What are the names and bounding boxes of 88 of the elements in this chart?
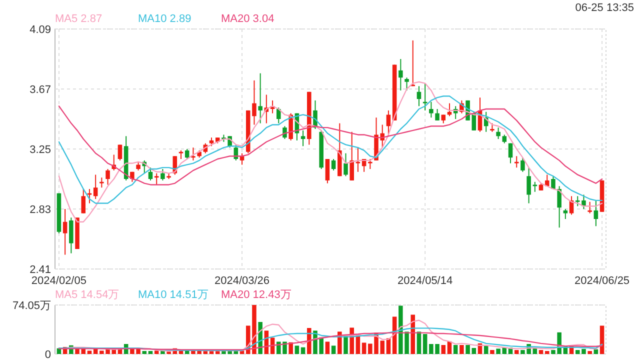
- y-tick-label: 4.09: [30, 24, 51, 36]
- candlestick: [368, 158, 372, 170]
- candlestick: [416, 86, 422, 107]
- bar: [600, 326, 604, 354]
- candlestick: [514, 156, 519, 168]
- bar: [453, 345, 458, 354]
- candlestick: [422, 82, 428, 111]
- bar: [142, 351, 147, 354]
- bar: [288, 342, 293, 354]
- y-tick-label: 3.25: [30, 144, 51, 156]
- text: MA20 3.04: [221, 13, 274, 25]
- bar: [441, 345, 446, 354]
- candlestick: [532, 181, 538, 192]
- bar: [460, 345, 464, 354]
- bar: [362, 342, 366, 354]
- text: MA10 2.89: [138, 13, 192, 25]
- bar: [544, 351, 550, 354]
- candlestick: [588, 201, 592, 214]
- bar: [422, 334, 428, 354]
- candlestick: [282, 126, 287, 140]
- candlestick: [557, 186, 562, 228]
- bar: [466, 345, 470, 354]
- bar: [148, 351, 153, 354]
- candlestick: [148, 167, 153, 181]
- candlestick: [435, 108, 440, 121]
- bar: [154, 350, 159, 354]
- text: MA5 14.54万: [55, 289, 120, 301]
- text: MA10 14.51万: [138, 289, 208, 301]
- candlestick: [93, 174, 98, 200]
- candlestick: [350, 131, 354, 181]
- bar: [300, 347, 306, 354]
- y-tick-label: 0: [44, 348, 51, 360]
- candlestick: [331, 158, 336, 171]
- candlestick: [520, 157, 525, 172]
- candlestick: [154, 172, 159, 186]
- candlestick: [160, 168, 165, 181]
- bar: [87, 350, 92, 354]
- line-series: [58, 81, 603, 222]
- x-tick-label: 2024/03/26: [214, 275, 270, 287]
- candlestick: [118, 144, 122, 161]
- candlestick: [508, 142, 513, 164]
- bar: [588, 351, 592, 354]
- candlestick: [191, 147, 196, 161]
- bar: [325, 342, 330, 354]
- candlestick: [496, 127, 500, 140]
- bar: [538, 350, 544, 354]
- candlestick: [404, 77, 409, 91]
- line-series: [58, 332, 603, 350]
- candlestick: [526, 167, 531, 204]
- candlestick: [344, 152, 348, 177]
- bar: [307, 328, 312, 354]
- line-series: [58, 106, 603, 186]
- bar: [331, 346, 336, 354]
- candlestick: [184, 148, 190, 160]
- y-tick-label: 2.41: [30, 264, 51, 276]
- bar: [490, 350, 494, 354]
- candlestick: [563, 208, 568, 220]
- candlestick: [356, 147, 360, 172]
- line-series: [58, 96, 603, 204]
- bar: [472, 348, 476, 354]
- candlestick: [325, 158, 330, 184]
- candlestick: [300, 130, 306, 147]
- candlestick: [594, 200, 598, 227]
- bar: [294, 346, 300, 354]
- y-tick-label: 3.67: [30, 84, 51, 96]
- bar: [594, 349, 598, 354]
- candlestick: [62, 208, 68, 256]
- x-tick-label: 2024/05/14: [398, 275, 453, 287]
- y-tick-label: 2.83: [30, 204, 51, 216]
- text: 06-25 13:35: [575, 2, 634, 14]
- bar: [484, 346, 488, 354]
- candlestick: [81, 188, 86, 214]
- text: MA5 2.87: [55, 13, 102, 25]
- x-tick-label: 2024/02/05: [31, 275, 86, 287]
- y-tick-label: 74.05万: [12, 300, 51, 312]
- bar: [514, 350, 519, 354]
- candlestick: [429, 101, 434, 118]
- x-tick-label: 2024/06/25: [574, 275, 630, 287]
- line-series: [58, 328, 603, 351]
- candlestick: [258, 72, 262, 124]
- candlestick: [551, 176, 556, 190]
- candlestick: [276, 107, 281, 124]
- bar: [496, 348, 500, 354]
- candlestick: [100, 177, 104, 188]
- candlestick: [69, 217, 74, 254]
- text: MA20 12.43万: [221, 289, 292, 301]
- candlestick: [106, 168, 110, 186]
- candlestick: [398, 58, 403, 91]
